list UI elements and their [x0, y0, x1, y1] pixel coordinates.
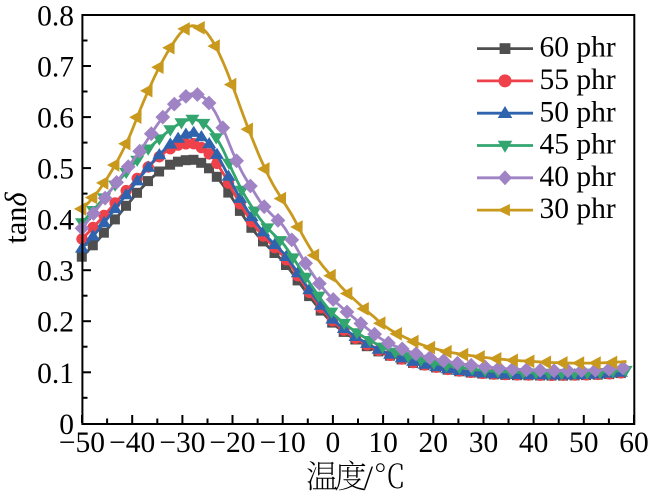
svg-text:10: 10	[368, 427, 398, 459]
svg-text:0.3: 0.3	[37, 256, 74, 288]
svg-text:55 phr: 55 phr	[540, 64, 616, 96]
svg-text:30: 30	[469, 427, 499, 459]
svg-text:0.8: 0.8	[37, 1, 74, 33]
svg-text:50: 50	[569, 427, 599, 459]
svg-text:60 phr: 60 phr	[540, 32, 616, 64]
svg-text:−40: −40	[109, 427, 155, 459]
svg-text:−50: −50	[59, 427, 105, 459]
svg-text:0.2: 0.2	[37, 307, 74, 339]
svg-text:20: 20	[419, 427, 449, 459]
svg-text:0.4: 0.4	[37, 205, 74, 237]
svg-text:45 phr: 45 phr	[540, 129, 616, 161]
svg-text:−30: −30	[159, 427, 205, 459]
svg-text:50 phr: 50 phr	[540, 96, 616, 128]
svg-text:0.6: 0.6	[37, 103, 74, 135]
svg-text:0: 0	[326, 427, 341, 459]
svg-text:0.1: 0.1	[37, 358, 74, 390]
svg-text:40 phr: 40 phr	[540, 161, 616, 193]
svg-text:60: 60	[619, 427, 649, 459]
svg-text:30 phr: 30 phr	[540, 193, 616, 225]
svg-text:0.7: 0.7	[37, 52, 74, 84]
svg-text:0: 0	[59, 409, 74, 441]
svg-text:0.5: 0.5	[37, 154, 74, 186]
svg-text:40: 40	[519, 427, 549, 459]
svg-text:−20: −20	[209, 427, 255, 459]
svg-text:−10: −10	[260, 427, 306, 459]
svg-text:tanδ: tanδ	[0, 192, 33, 244]
